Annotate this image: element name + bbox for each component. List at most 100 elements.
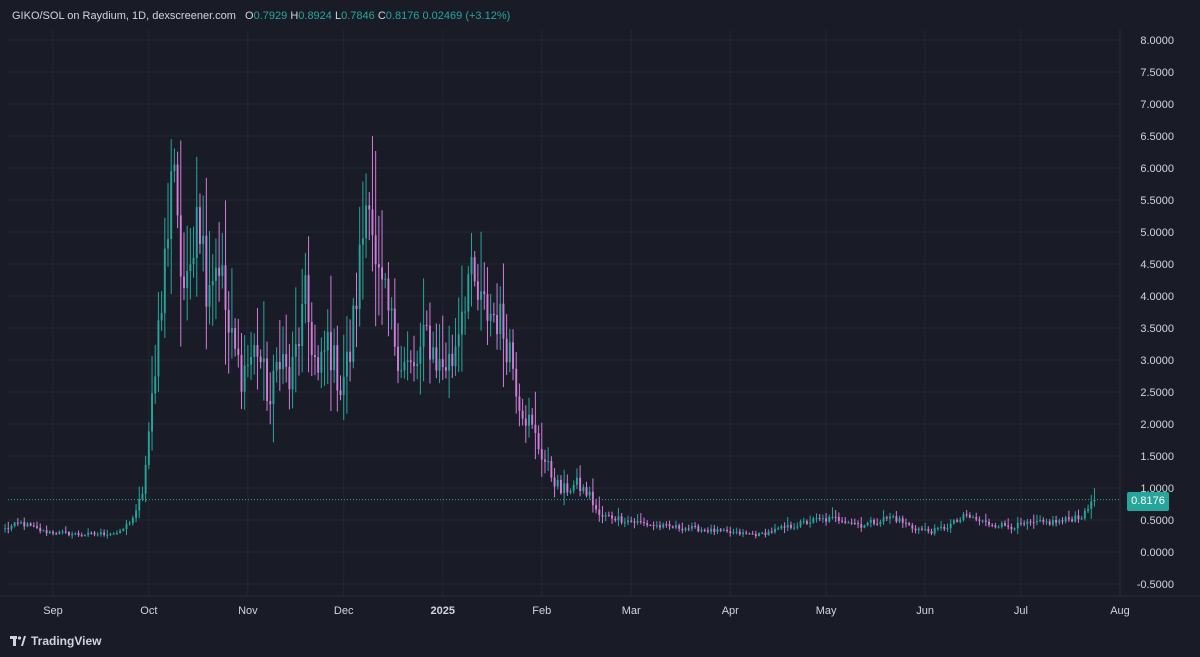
candle-body	[58, 531, 61, 534]
candle-body	[352, 305, 355, 362]
candle-body	[1035, 521, 1038, 523]
candle-body	[512, 342, 514, 369]
tradingview-logo[interactable]: TradingView	[10, 634, 101, 648]
candle-body	[400, 370, 403, 372]
candle-body	[569, 490, 572, 493]
candle-body	[687, 528, 690, 530]
candle-body	[914, 528, 917, 531]
candle-body	[534, 424, 537, 434]
candle-body	[777, 528, 780, 530]
candle-body	[697, 526, 700, 532]
candle-body	[694, 526, 697, 528]
x-tick-label: Nov	[238, 605, 258, 617]
candle-body	[863, 525, 866, 528]
y-tick-label: 5.5000	[1140, 195, 1174, 207]
candle-body	[368, 205, 371, 210]
candle-body	[1026, 521, 1029, 525]
candle-body	[968, 514, 971, 518]
candle-body	[438, 359, 441, 371]
candle-body	[1048, 521, 1051, 525]
candle-body	[544, 459, 546, 462]
candle-body	[563, 483, 566, 494]
candle-body	[604, 515, 607, 517]
candle-body	[435, 347, 438, 371]
candle-body	[48, 531, 51, 534]
candle-body	[307, 275, 310, 322]
price-axis[interactable]: 8.0000 7.5000 7.0000 6.5000 6.0000 5.5000 5.00…	[1137, 35, 1174, 591]
candle-body	[317, 357, 320, 373]
candle-body	[566, 483, 569, 493]
candle-body	[614, 518, 617, 521]
candle-body	[892, 516, 895, 518]
candle-body	[572, 484, 575, 491]
open-label: O	[245, 10, 254, 22]
candle-body	[591, 491, 594, 506]
legend-header: GIKO/SOL on Raydium, 1D, dexscreener.com…	[12, 10, 510, 22]
x-tick-label: Mar	[622, 605, 641, 617]
candle-body	[96, 534, 99, 536]
candle-body	[151, 393, 153, 432]
candle-body	[1000, 523, 1003, 527]
candle-body	[416, 363, 419, 367]
candle-body	[61, 531, 64, 533]
candle-body	[674, 525, 677, 528]
candle-body	[432, 347, 435, 360]
candle-body	[90, 532, 93, 534]
symbol-title[interactable]: GIKO/SOL on Raydium, 1D, dexscreener.com	[12, 10, 236, 22]
candle-body	[789, 524, 792, 528]
candle-body	[978, 519, 981, 521]
candle-body	[575, 477, 578, 485]
candle-body	[208, 285, 211, 307]
candle-body	[480, 291, 483, 300]
candle-body	[361, 238, 364, 245]
candle-body	[1083, 510, 1086, 519]
candle-body	[282, 354, 284, 370]
candle-body	[470, 257, 473, 275]
candle-body	[1013, 528, 1016, 530]
candle-body	[384, 278, 387, 280]
candle-body	[898, 518, 901, 522]
candle-body	[627, 520, 629, 523]
candle-body	[550, 461, 553, 478]
candle-body	[1093, 499, 1096, 502]
candle-body	[515, 368, 518, 397]
candle-body	[876, 523, 879, 525]
candle-body	[160, 313, 163, 321]
candle-body	[972, 517, 975, 519]
candle-body	[665, 524, 668, 526]
candle-body	[195, 207, 198, 258]
candle-body	[802, 521, 805, 523]
candle-body	[336, 345, 339, 391]
candle-body	[662, 524, 665, 528]
y-tick-label: 0.0000	[1140, 547, 1174, 559]
candle-body	[783, 526, 786, 528]
candle-body	[377, 264, 380, 268]
candle-body	[1010, 526, 1013, 530]
candle-body	[636, 521, 639, 523]
candle-body	[962, 514, 965, 520]
candle-body	[690, 526, 693, 529]
tradingview-icon	[10, 636, 26, 646]
candle-body	[607, 515, 610, 517]
candle-body	[125, 523, 128, 530]
candle-body	[425, 324, 428, 326]
candle-body	[52, 531, 54, 534]
x-tick-label: Sep	[43, 605, 63, 617]
candle-body	[598, 509, 601, 516]
candle-body	[406, 360, 409, 363]
candle-body	[20, 522, 23, 524]
time-axis[interactable]: Sep Oct Nov Dec 2025 Feb Mar Apr May Jun Jul Aug	[43, 605, 1130, 617]
close-value: 0.8176	[385, 10, 420, 22]
candle-body	[112, 533, 115, 535]
candle-body	[678, 525, 681, 529]
candle-body	[1077, 515, 1080, 520]
candle-body	[198, 207, 201, 245]
candle-body	[141, 493, 144, 499]
candle-body	[7, 528, 10, 530]
candle-body	[298, 344, 300, 347]
candle-body	[211, 280, 214, 286]
candle-body	[1029, 521, 1032, 523]
candle-body	[170, 171, 173, 240]
candle-body	[256, 345, 259, 357]
